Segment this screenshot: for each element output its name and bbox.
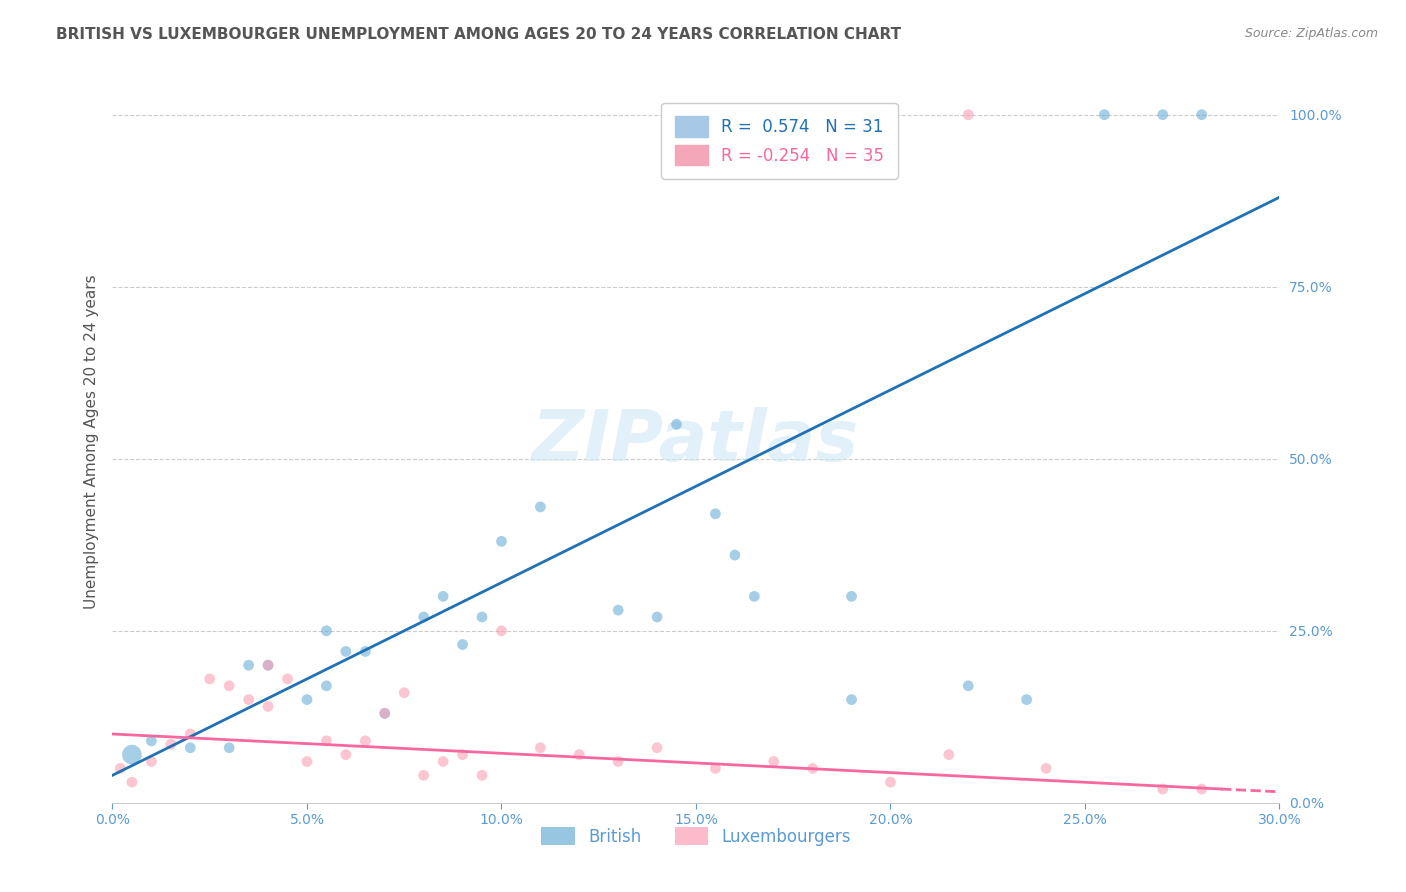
Luxembourgers xyxy=(529,740,551,755)
Luxembourgers xyxy=(568,747,591,762)
Luxembourgers xyxy=(1191,782,1213,797)
British xyxy=(744,590,766,604)
Y-axis label: Unemployment Among Ages 20 to 24 years: Unemployment Among Ages 20 to 24 years xyxy=(83,274,98,609)
Text: BRITISH VS LUXEMBOURGER UNEMPLOYMENT AMONG AGES 20 TO 24 YEARS CORRELATION CHART: BRITISH VS LUXEMBOURGER UNEMPLOYMENT AMO… xyxy=(56,27,901,42)
Luxembourgers xyxy=(198,672,221,686)
British xyxy=(491,534,513,549)
British xyxy=(841,590,863,604)
British xyxy=(335,644,357,658)
British xyxy=(141,734,163,748)
British xyxy=(1015,692,1038,706)
Luxembourgers xyxy=(645,740,668,755)
Legend: British, Luxembourgers: British, Luxembourgers xyxy=(534,821,858,852)
Luxembourgers xyxy=(412,768,434,782)
British xyxy=(841,692,863,706)
Luxembourgers xyxy=(354,734,377,748)
Luxembourgers xyxy=(121,775,143,789)
British xyxy=(257,658,280,673)
British xyxy=(1094,108,1116,122)
British xyxy=(665,417,688,432)
British xyxy=(451,638,474,652)
Luxembourgers xyxy=(179,727,201,741)
British xyxy=(238,658,260,673)
British xyxy=(432,590,454,604)
Luxembourgers xyxy=(218,679,240,693)
Luxembourgers xyxy=(110,761,132,775)
Luxembourgers xyxy=(335,747,357,762)
British xyxy=(704,507,727,521)
Luxembourgers xyxy=(315,734,337,748)
British xyxy=(607,603,630,617)
Luxembourgers xyxy=(276,672,298,686)
British xyxy=(529,500,551,514)
Luxembourgers xyxy=(295,755,318,769)
Luxembourgers xyxy=(451,747,474,762)
Luxembourgers xyxy=(238,692,260,706)
Luxembourgers xyxy=(471,768,494,782)
Text: ZIPatlas: ZIPatlas xyxy=(533,407,859,476)
British xyxy=(412,610,434,624)
Luxembourgers xyxy=(257,658,280,673)
Luxembourgers xyxy=(257,699,280,714)
Luxembourgers xyxy=(879,775,901,789)
Luxembourgers xyxy=(607,755,630,769)
British xyxy=(315,679,337,693)
British xyxy=(121,747,143,762)
British xyxy=(1152,108,1174,122)
Luxembourgers xyxy=(1035,761,1057,775)
Luxembourgers xyxy=(938,747,960,762)
Text: Source: ZipAtlas.com: Source: ZipAtlas.com xyxy=(1244,27,1378,40)
British xyxy=(218,740,240,755)
British xyxy=(471,610,494,624)
British xyxy=(315,624,337,638)
British xyxy=(354,644,377,658)
Luxembourgers xyxy=(704,761,727,775)
Luxembourgers xyxy=(491,624,513,638)
British xyxy=(724,548,747,562)
British xyxy=(1191,108,1213,122)
British xyxy=(374,706,396,721)
Luxembourgers xyxy=(957,108,980,122)
British xyxy=(179,740,201,755)
British xyxy=(957,679,980,693)
Luxembourgers xyxy=(394,686,416,700)
Luxembourgers xyxy=(801,761,824,775)
British xyxy=(645,610,668,624)
Luxembourgers xyxy=(141,755,163,769)
Luxembourgers xyxy=(762,755,785,769)
Luxembourgers xyxy=(432,755,454,769)
British xyxy=(295,692,318,706)
Luxembourgers xyxy=(374,706,396,721)
Luxembourgers xyxy=(1152,782,1174,797)
Luxembourgers xyxy=(160,737,183,751)
